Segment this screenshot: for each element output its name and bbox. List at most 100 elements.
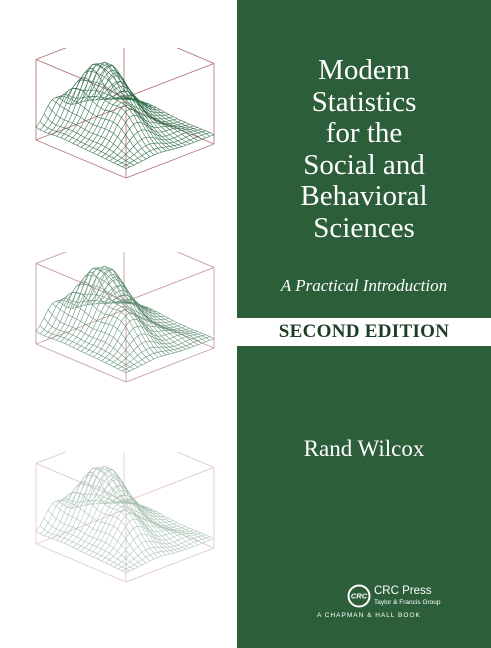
mesh-line: [80, 494, 170, 552]
mesh-line: [115, 501, 207, 543]
box-edge: [125, 266, 215, 302]
mesh-line: [39, 497, 129, 535]
mesh-line: [99, 290, 191, 349]
mesh-line: [103, 90, 195, 143]
mesh-line: [67, 472, 159, 558]
mesh-line: [89, 101, 178, 152]
mesh-line: [84, 501, 174, 554]
mesh-line: [93, 104, 182, 154]
mesh-line: [113, 128, 202, 164]
mesh-line: [93, 508, 182, 558]
box-edge: [35, 509, 125, 545]
crc-press-logo-icon: CRC: [347, 584, 371, 608]
edition-label: SECOND EDITION: [278, 321, 450, 342]
title-line: Sciences: [313, 211, 415, 244]
box-edge: [125, 547, 215, 583]
mesh-line: [111, 301, 203, 344]
mesh-line: [109, 331, 198, 366]
mesh-line: [56, 467, 145, 541]
mesh-line: [52, 474, 141, 540]
book-subtitle: A Practical Introduction: [280, 276, 448, 295]
mesh-line: [87, 474, 179, 553]
title-line: for the: [325, 117, 403, 149]
box-edge: [125, 466, 215, 502]
mesh-line: [47, 509, 139, 568]
book-title: Modern Statistics for the Social and Beh…: [237, 54, 491, 244]
edition-band: SECOND EDITION: [237, 318, 491, 346]
mesh-line: [60, 465, 149, 542]
mesh-line: [119, 300, 211, 341]
mesh-line: [95, 484, 187, 550]
box-edge: [35, 252, 67, 264]
mesh-line: [35, 126, 127, 169]
mesh-line: [79, 265, 171, 355]
mesh-line: [43, 517, 135, 570]
box-edge: [35, 343, 127, 383]
mesh-line: [121, 336, 210, 371]
surface-plot-1: [22, 48, 227, 188]
mesh-line: [105, 525, 194, 564]
surface-plot-3: [22, 452, 227, 592]
mesh-line: [72, 72, 161, 144]
mesh-line: [99, 490, 191, 549]
mesh-line: [107, 499, 199, 546]
mesh-line: [101, 318, 190, 362]
mesh-line: [101, 518, 190, 562]
mesh-line: [121, 536, 210, 571]
mesh-line: [117, 334, 206, 370]
title-line: Social and: [303, 148, 425, 181]
mesh-line: [119, 500, 211, 541]
box-edge: [35, 139, 127, 179]
mesh-line: [105, 121, 194, 160]
box-edge: [123, 509, 215, 549]
mesh-line: [55, 500, 147, 564]
mesh-line: [35, 330, 127, 373]
publisher-block: CRC CRC Press Taylor & Francis Group A C…: [317, 584, 487, 624]
mesh-line: [95, 80, 187, 146]
mesh-line: [71, 467, 163, 557]
mesh-line: [91, 479, 183, 551]
mesh-line: [105, 325, 194, 364]
mesh-line: [91, 75, 183, 147]
mesh-line: [84, 97, 174, 150]
mesh-line: [109, 127, 198, 162]
box-edge: [176, 48, 215, 64]
mesh-line: [91, 279, 183, 351]
box-edge: [125, 347, 215, 383]
surface-plot-2: [22, 252, 227, 392]
mesh-line: [101, 114, 190, 158]
mesh-line: [103, 294, 195, 347]
mesh-line: [83, 65, 175, 150]
mesh-line: [123, 299, 215, 339]
mesh-line: [51, 503, 143, 566]
box-edge: [176, 452, 215, 468]
mesh-line: [95, 284, 187, 350]
publisher-name: CRC Press: [374, 585, 432, 597]
mesh-line: [83, 469, 175, 554]
mesh-line: [97, 512, 186, 560]
mesh-line: [117, 534, 206, 570]
mesh-line: [75, 467, 167, 556]
mesh-line: [113, 332, 202, 368]
surface-plot-1-svg: [35, 48, 215, 179]
title-line: Behavioral: [300, 180, 428, 212]
mesh-line: [93, 308, 182, 358]
mesh-line: [99, 86, 191, 145]
mesh-line: [113, 532, 202, 568]
box-edge: [125, 62, 215, 98]
mesh-line: [97, 312, 186, 360]
mesh-line: [89, 305, 178, 356]
box-edge: [125, 143, 215, 179]
publisher-imprint: A CHAPMAN & HALL BOOK: [317, 612, 421, 619]
mesh-line: [111, 97, 203, 140]
crc-logo-text: CRC: [351, 592, 368, 601]
mesh-line: [59, 491, 151, 562]
mesh-line: [76, 485, 165, 550]
mesh-line: [72, 476, 161, 548]
mesh-line: [48, 483, 137, 538]
mesh-line: [64, 467, 153, 544]
mesh-line: [44, 492, 133, 537]
mesh-line: [107, 299, 199, 346]
title-line: Statistics: [311, 85, 417, 118]
